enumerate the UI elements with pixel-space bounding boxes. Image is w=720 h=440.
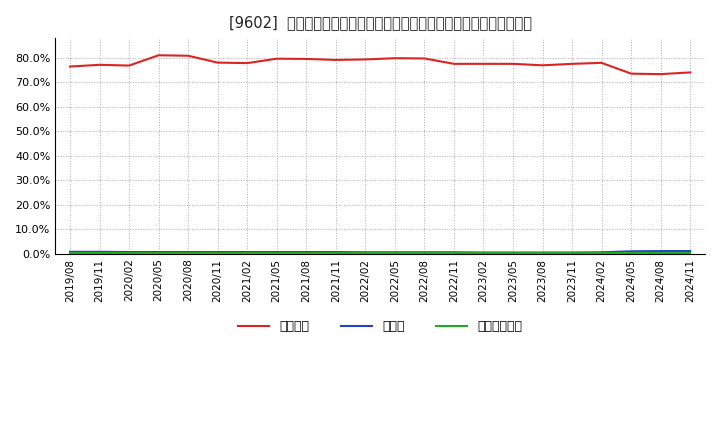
のれん: [95, 249, 104, 254]
繰延税金資産: [449, 250, 458, 256]
自己資本: [627, 71, 636, 76]
繰延税金資産: [657, 250, 665, 256]
自己資本: [154, 53, 163, 58]
繰延税金資産: [627, 250, 636, 256]
のれん: [480, 250, 488, 255]
繰延税金資産: [125, 250, 133, 256]
繰延税金資産: [154, 250, 163, 256]
自己資本: [331, 57, 340, 62]
繰延税金資産: [568, 250, 577, 256]
繰延税金資産: [243, 250, 251, 256]
自己資本: [449, 61, 458, 66]
自己資本: [213, 60, 222, 65]
自己資本: [361, 57, 369, 62]
自己資本: [66, 64, 74, 69]
自己資本: [184, 53, 192, 59]
のれん: [243, 249, 251, 255]
のれん: [539, 250, 547, 255]
Legend: 自己資本, のれん, 繰延税金資産: 自己資本, のれん, 繰延税金資産: [233, 315, 527, 338]
繰延税金資産: [361, 250, 369, 256]
のれん: [154, 249, 163, 255]
自己資本: [686, 70, 695, 75]
自己資本: [568, 61, 577, 66]
のれん: [361, 249, 369, 255]
繰延税金資産: [184, 250, 192, 256]
のれん: [686, 249, 695, 254]
自己資本: [598, 60, 606, 66]
自己資本: [390, 55, 399, 61]
繰延税金資産: [302, 250, 310, 256]
のれん: [390, 249, 399, 255]
のれん: [213, 249, 222, 255]
自己資本: [480, 61, 488, 66]
のれん: [66, 249, 74, 254]
のれん: [568, 250, 577, 255]
繰延税金資産: [509, 250, 518, 256]
繰延税金資産: [686, 250, 695, 256]
繰延税金資産: [95, 250, 104, 256]
Title: [9602]  自己資本、のれん、繰延税金資産の総資産に対する比率の推移: [9602] 自己資本、のれん、繰延税金資産の総資産に対する比率の推移: [229, 15, 531, 30]
のれん: [509, 250, 518, 255]
のれん: [302, 249, 310, 255]
のれん: [125, 249, 133, 255]
自己資本: [657, 71, 665, 77]
のれん: [272, 249, 281, 255]
繰延税金資産: [539, 250, 547, 256]
自己資本: [420, 56, 428, 61]
繰延税金資産: [420, 250, 428, 256]
のれん: [331, 249, 340, 255]
のれん: [420, 249, 428, 255]
繰延税金資産: [272, 250, 281, 256]
Line: のれん: のれん: [70, 251, 690, 253]
のれん: [627, 249, 636, 254]
自己資本: [125, 63, 133, 68]
のれん: [449, 249, 458, 255]
自己資本: [243, 60, 251, 66]
繰延税金資産: [66, 250, 74, 256]
自己資本: [272, 56, 281, 61]
繰延税金資産: [331, 250, 340, 256]
繰延税金資産: [480, 250, 488, 256]
自己資本: [539, 62, 547, 68]
繰延税金資産: [213, 250, 222, 256]
繰延税金資産: [598, 250, 606, 256]
自己資本: [509, 61, 518, 66]
自己資本: [95, 62, 104, 67]
自己資本: [302, 56, 310, 62]
のれん: [598, 249, 606, 255]
のれん: [184, 249, 192, 255]
のれん: [657, 249, 665, 254]
Line: 自己資本: 自己資本: [70, 55, 690, 74]
繰延税金資産: [390, 250, 399, 256]
